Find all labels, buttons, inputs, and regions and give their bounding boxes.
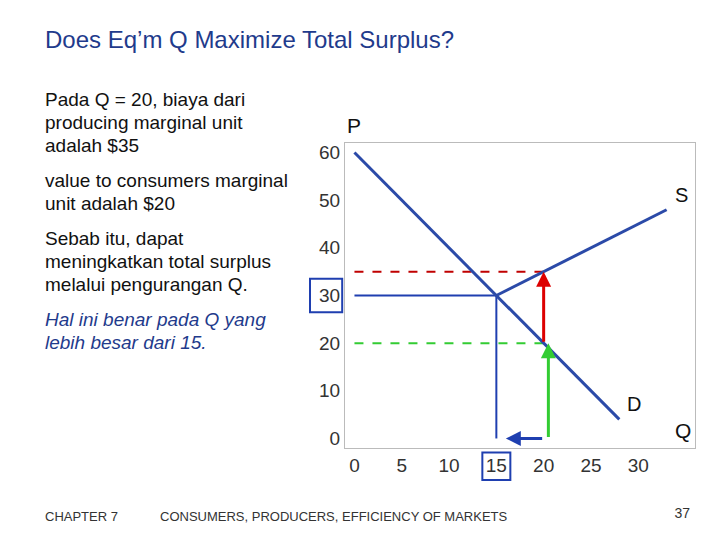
- svg-text:60: 60: [319, 142, 340, 163]
- html-text:CONSUMERS, PRODUCERS, EFFICIEN: CONSUMERS, PRODUCERS, EFFICIENCY OF MARK…: [160, 509, 508, 524]
- html-text:Sebab itu, dapat meningkatkan: Sebab itu, dapat meningkatkan total surp…: [45, 228, 271, 295]
- svg-text:25: 25: [580, 455, 601, 476]
- svg-text:50: 50: [319, 190, 340, 211]
- html-text:Pada Q = 20, biaya dari produc: Pada Q = 20, biaya dari producing margin…: [45, 89, 246, 156]
- html-text:Does Eq’m Q Maximize Total Sur: Does Eq’m Q Maximize Total Surplus?: [45, 26, 454, 53]
- svg-text:20: 20: [319, 333, 340, 354]
- svg-text:15: 15: [486, 455, 507, 476]
- svg-text:S: S: [675, 184, 688, 206]
- svg-text:40: 40: [319, 237, 340, 258]
- svg-text:10: 10: [438, 455, 459, 476]
- html-text:CHAPTER 7: CHAPTER 7: [45, 509, 118, 524]
- svg-text:P: P: [347, 114, 361, 137]
- svg-text:0: 0: [349, 455, 360, 476]
- svg-text:30: 30: [319, 285, 340, 306]
- svg-text:20: 20: [533, 455, 554, 476]
- svg-text:30: 30: [628, 455, 649, 476]
- html-text:value to consumers marginal un: value to consumers marginal unit adalah …: [45, 170, 288, 214]
- svg-text:10: 10: [319, 380, 340, 401]
- svg-text:Q: Q: [675, 419, 691, 442]
- svg-text:D: D: [627, 393, 641, 415]
- svg-text:0: 0: [330, 428, 341, 449]
- svg-text:5: 5: [396, 455, 407, 476]
- html-text:Hal ini benar pada Q yang lebi: Hal ini benar pada Q yang lebih besar da…: [45, 309, 266, 353]
- html-text:37: 37: [674, 505, 690, 521]
